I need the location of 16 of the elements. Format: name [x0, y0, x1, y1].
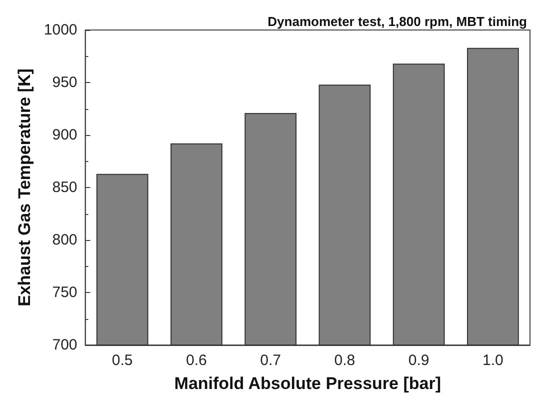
y-tick-label: 900 [52, 126, 78, 144]
chart-title: Dynamometer test, 1,800 rpm, MBT timing [268, 14, 528, 29]
x-tick-label: 0.5 [112, 352, 133, 369]
y-tick-label: 1000 [44, 22, 78, 38]
y-tick-label: 750 [52, 284, 78, 301]
x-axis-title: Manifold Absolute Pressure [bar] [174, 374, 441, 393]
y-axis-title: Exhaust Gas Temperature [K] [15, 68, 34, 306]
x-tick-label: 0.6 [186, 352, 207, 369]
x-tick-label: 0.8 [334, 352, 356, 369]
x-tick-label: 0.7 [260, 352, 282, 369]
x-tick-label: 0.9 [408, 352, 430, 369]
y-tick-label: 950 [52, 74, 78, 91]
x-tick-label: 1.0 [482, 352, 504, 369]
y-tick-label: 850 [52, 179, 78, 196]
y-tick-label: 700 [52, 336, 78, 354]
y-tick-label: 800 [52, 232, 78, 248]
